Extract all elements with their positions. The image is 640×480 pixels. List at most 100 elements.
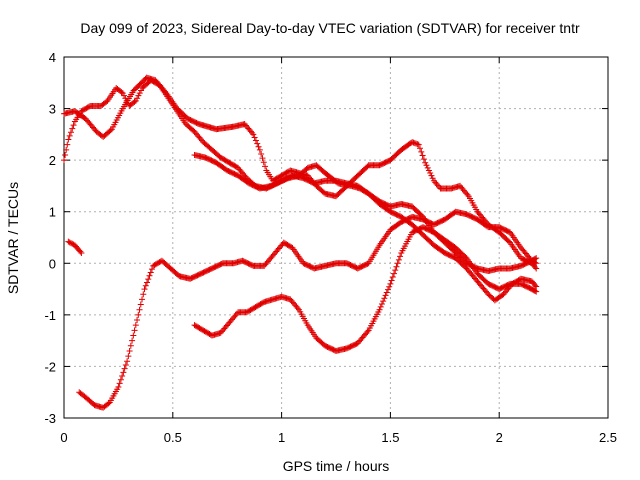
data-point [119,90,126,97]
data-point [148,266,155,273]
data-point [125,353,132,360]
data-point [126,347,133,354]
data-point [422,159,429,166]
data-point [134,95,141,102]
data-point [433,180,440,187]
data-point [425,167,432,174]
data-point [141,286,148,293]
data-point [434,182,441,189]
y-tick-label: 0 [49,256,56,271]
data-point [61,157,67,164]
data-points [61,74,540,411]
data-point [251,134,258,141]
data-point [143,279,150,286]
data-point [395,256,402,263]
data-point [135,92,142,99]
data-point [376,306,383,313]
x-tick-label: 1 [278,430,285,445]
data-point [394,260,401,267]
data-point [409,139,416,146]
data-point [122,361,129,368]
data-point [427,170,434,177]
data-point [389,274,396,281]
data-point [393,263,400,270]
data-point [117,376,124,383]
data-point [415,141,422,148]
series-track-3 [191,151,540,275]
data-point [384,286,391,293]
data-point [387,280,394,287]
y-tick-label: 4 [49,50,56,65]
data-point [410,139,417,146]
data-point [115,384,122,391]
data-point [533,283,540,290]
data-point [119,373,126,380]
chart-title: Day 099 of 2023, Sidereal Day-to-day VTE… [80,20,580,36]
y-tick-label: -3 [44,411,56,426]
y-axis-label: SDTVAR / TECUs [5,182,21,294]
y-tick-label: -2 [44,359,56,374]
data-point [249,129,256,136]
data-point [423,162,430,169]
data-point [66,132,73,139]
y-tick-label: -1 [44,308,56,323]
data-point [131,327,138,334]
data-point [414,141,421,148]
data-point [428,172,435,179]
data-point [132,322,139,329]
data-point [121,365,128,372]
data-point [130,332,137,339]
plot-frame [63,56,609,419]
data-point [77,248,84,255]
data-point [70,122,77,129]
y-tick-label: 1 [49,205,56,220]
data-point [419,152,426,159]
data-point [464,191,471,198]
data-point [132,97,139,104]
data-point [65,238,72,245]
grid [64,57,608,418]
data-point [386,283,393,290]
x-tick-label: 2 [496,430,503,445]
series-track-6 [191,224,540,354]
data-point [120,369,127,376]
data-point [260,159,267,166]
data-point [420,156,427,163]
data-point [116,380,123,387]
data-point [262,163,269,170]
data-point [137,301,144,308]
data-point [533,260,540,267]
series-track-5 [76,208,540,411]
data-point [136,306,143,313]
data-point [62,151,69,158]
data-point [411,140,418,147]
data-point [254,140,261,147]
data-point [258,150,265,157]
data-point [388,277,395,284]
x-tick-label: 0.5 [164,430,182,445]
y-tick-label: 3 [49,102,56,117]
data-point [380,298,387,305]
data-point [532,282,539,289]
data-point [123,97,130,104]
series-track-4 [65,238,85,256]
data-point [65,136,72,143]
data-point [142,282,149,289]
y-tick-label: 2 [49,153,56,168]
data-point [418,148,425,155]
data-point [67,240,74,247]
data-point [532,259,539,266]
data-point [129,337,136,344]
data-point [146,272,153,279]
data-point [484,289,491,296]
series-track-2 [61,77,540,304]
data-point [140,291,147,298]
data-point [381,295,388,302]
data-point [532,288,539,295]
data-point [397,253,404,260]
data-point [67,129,74,136]
data-point [127,342,134,349]
data-point [131,98,138,105]
data-point [124,358,131,365]
